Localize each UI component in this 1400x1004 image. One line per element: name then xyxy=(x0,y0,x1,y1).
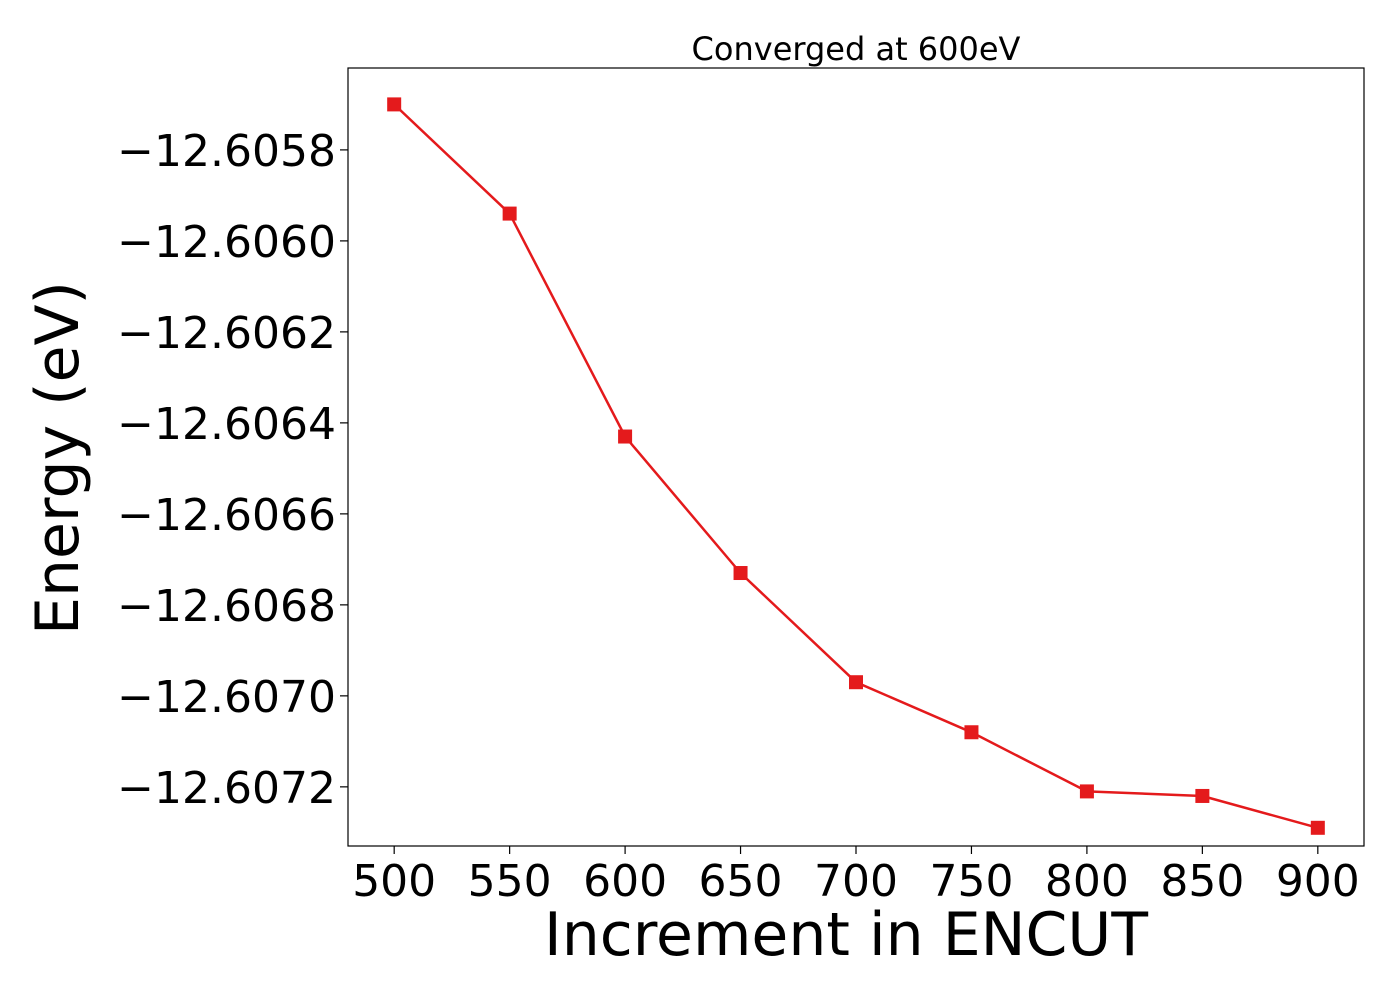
data-point-marker xyxy=(502,206,517,221)
data-point-marker xyxy=(618,429,633,444)
y-tick-label: −12.6072 xyxy=(117,763,336,814)
x-axis-label: Increment in ENCUT xyxy=(544,900,1148,970)
chart-title: Converged at 600eV xyxy=(692,30,1021,68)
plot-background xyxy=(348,68,1364,846)
x-tick-label: 900 xyxy=(1276,856,1360,907)
y-tick-label: −12.6062 xyxy=(117,308,336,359)
y-tick-label: −12.6064 xyxy=(117,399,336,450)
data-point-marker xyxy=(733,566,748,581)
x-tick-label: 500 xyxy=(352,856,436,907)
y-tick-label: −12.6066 xyxy=(117,490,336,541)
x-tick-label: 850 xyxy=(1160,856,1244,907)
x-tick-label: 800 xyxy=(1045,856,1129,907)
data-point-marker xyxy=(1195,788,1210,803)
x-tick-label: 600 xyxy=(583,856,667,907)
data-point-marker xyxy=(964,725,979,740)
x-tick-label: 750 xyxy=(929,856,1013,907)
data-point-marker xyxy=(1310,820,1325,835)
data-point-marker xyxy=(849,675,863,690)
x-axis: 500 550 600 650 700 750 800 850 900 xyxy=(352,846,1360,907)
plot-frame xyxy=(347,67,1365,847)
x-tick-label: 650 xyxy=(699,856,783,907)
x-tick-label: 550 xyxy=(468,856,552,907)
y-axis: −12.6058 −12.6060 −12.6062 −12.6064 −12.6066… xyxy=(117,126,348,814)
data-point-marker xyxy=(1079,784,1094,799)
data-point-marker xyxy=(387,97,402,112)
x-tick-label: 700 xyxy=(814,856,898,907)
series-layer xyxy=(387,97,1325,835)
y-tick-label: −12.6058 xyxy=(117,126,336,177)
y-axis-label: Energy (eV) xyxy=(23,281,93,635)
y-tick-label: −12.6070 xyxy=(117,672,336,723)
y-tick-label: −12.6060 xyxy=(117,217,336,268)
y-tick-label: −12.6068 xyxy=(117,581,336,632)
